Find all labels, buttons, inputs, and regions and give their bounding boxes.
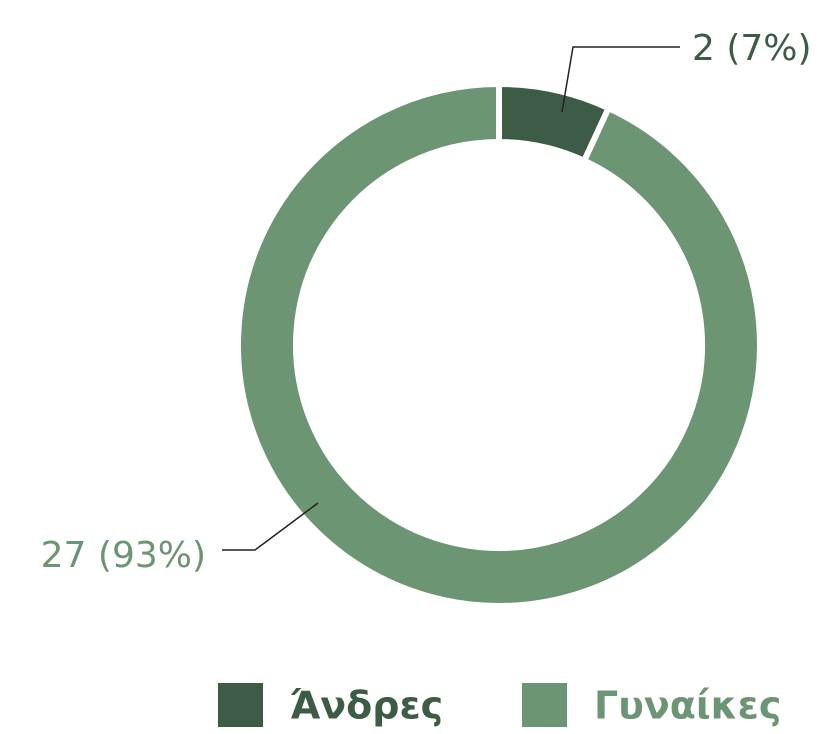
legend-label: Γυναίκες <box>594 684 781 728</box>
leader-line <box>222 502 319 551</box>
leader-line <box>561 46 680 113</box>
legend-swatch <box>218 683 263 727</box>
donut-slice <box>235 80 763 609</box>
data-label: 27 (93%) <box>41 535 206 576</box>
legend-label: Άνδρες <box>290 684 443 728</box>
data-label: 2 (7%) <box>692 28 812 69</box>
legend-swatch <box>522 683 567 727</box>
